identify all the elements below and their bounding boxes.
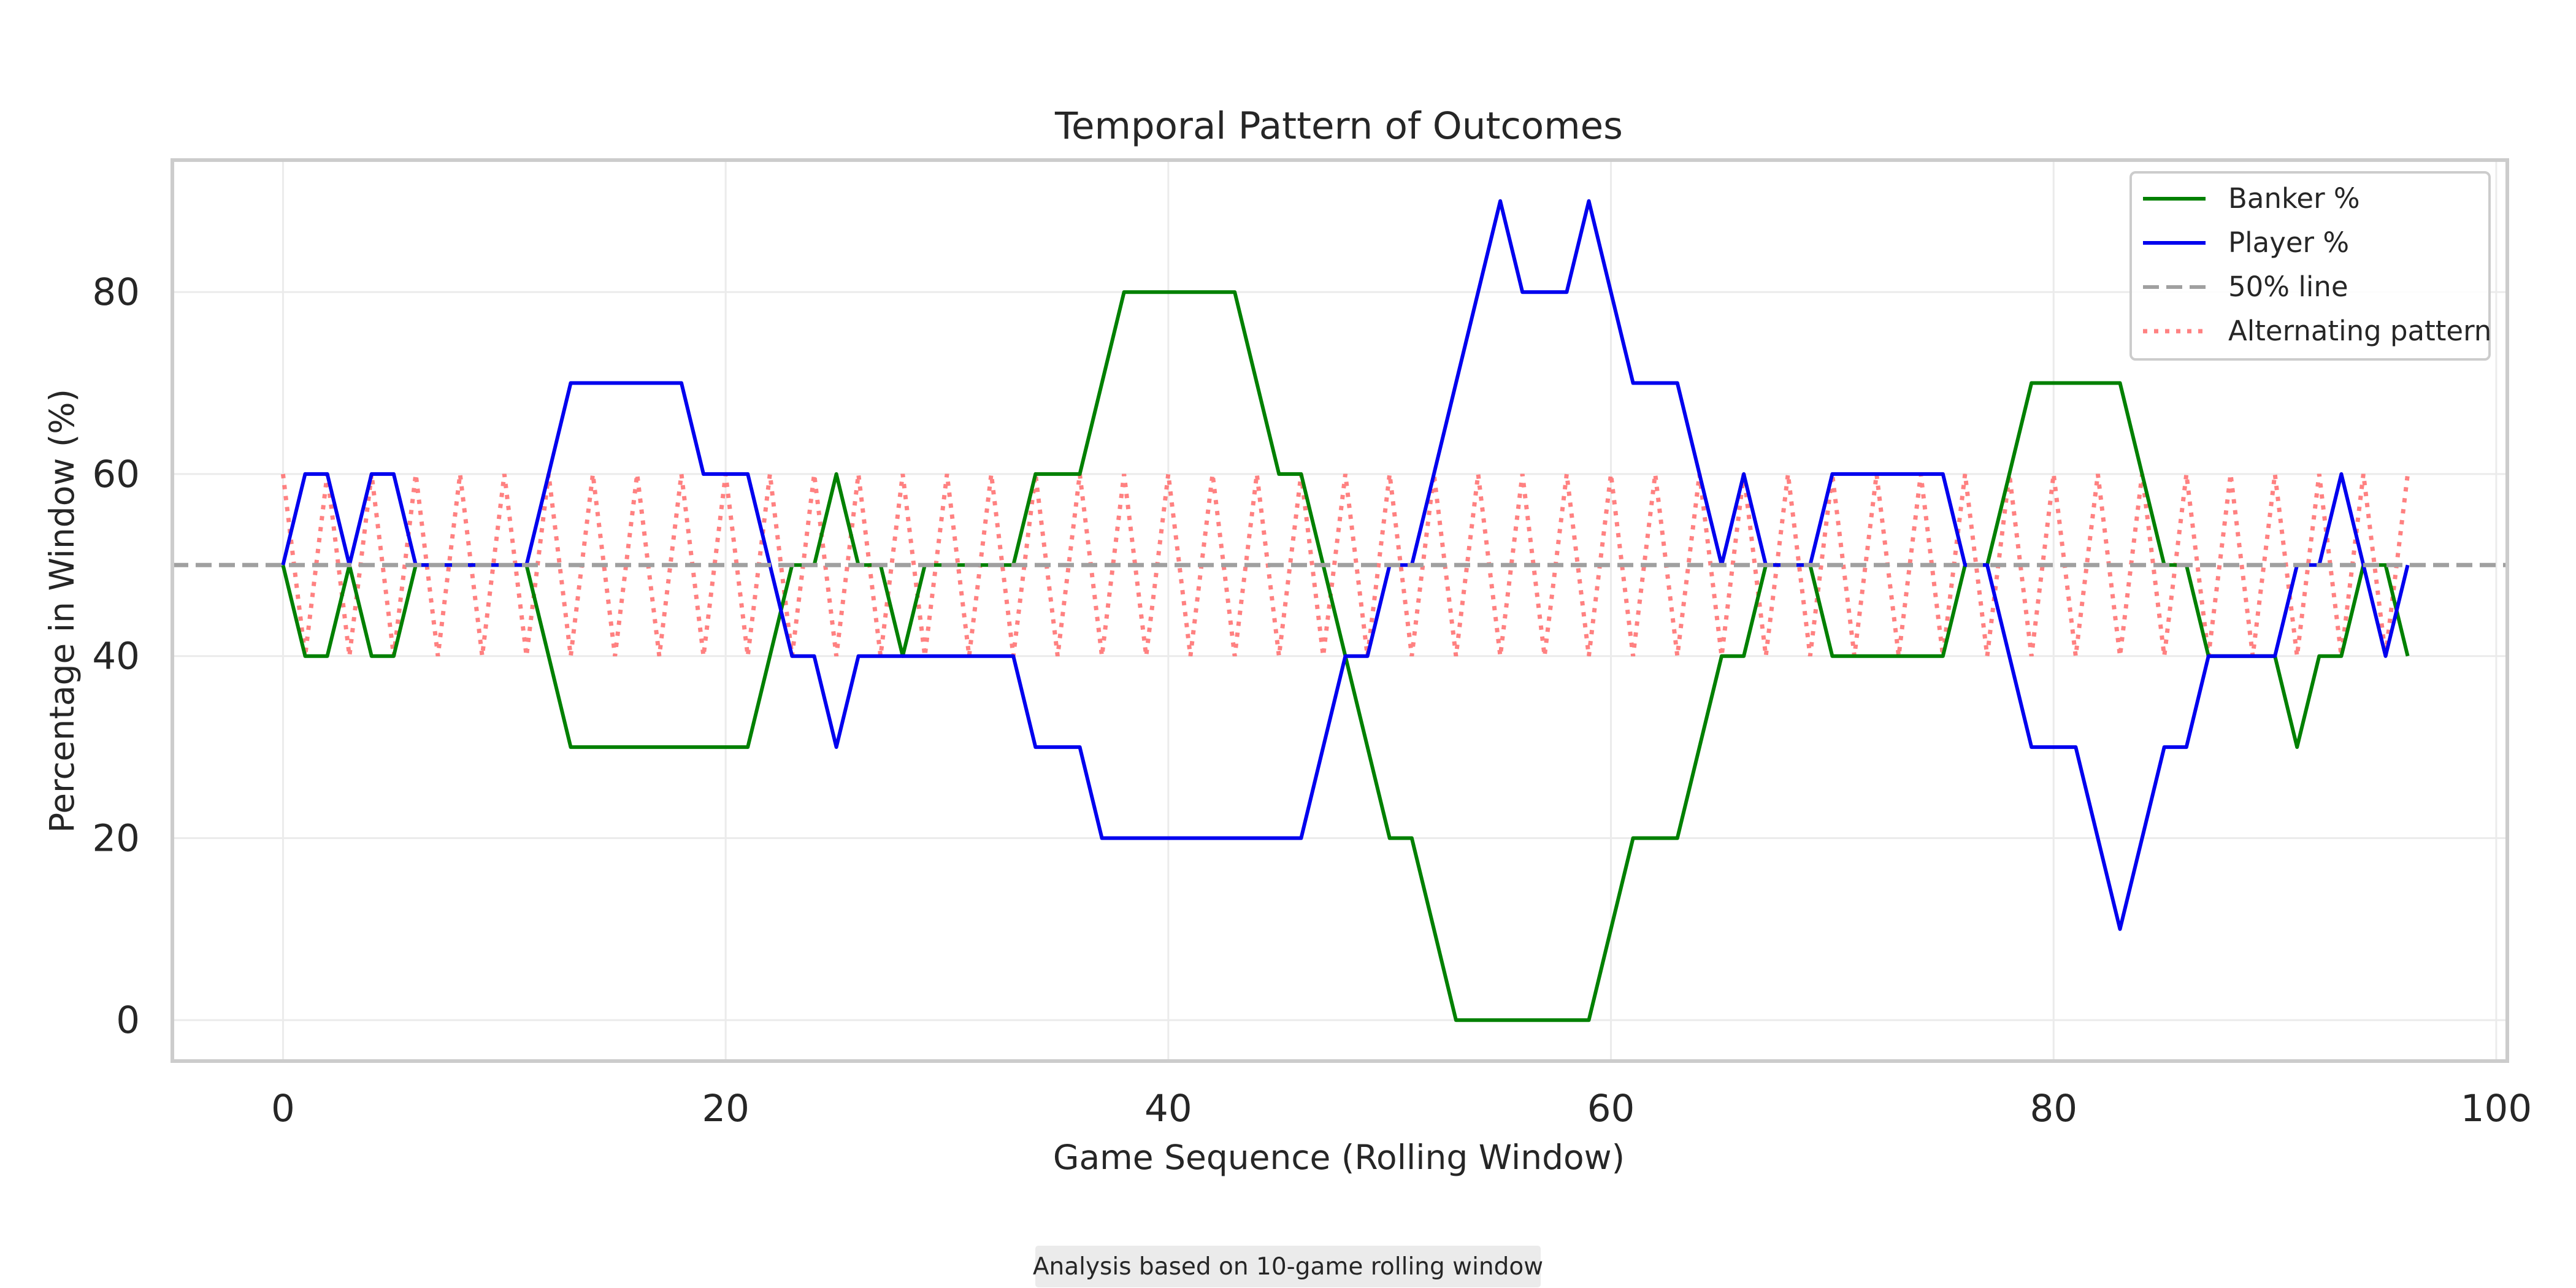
- grid: [172, 160, 2507, 1061]
- x-tick-label: 20: [702, 1087, 749, 1130]
- series-player: [281, 199, 2410, 931]
- chart-title: Temporal Pattern of Outcomes: [1054, 104, 1623, 148]
- y-axis-label: Percentage in Window (%): [42, 389, 82, 833]
- plot-frame: [171, 158, 2509, 1063]
- y-tick-label: 20: [92, 816, 140, 860]
- y-tick-label: 80: [92, 270, 140, 314]
- x-tick-label: 40: [1144, 1087, 1192, 1130]
- y-tick-label: 40: [92, 635, 140, 678]
- legend-label: Banker %: [2228, 182, 2360, 215]
- footnote: Analysis based on 10-game rolling window: [1033, 1246, 1543, 1287]
- plot-series: [172, 199, 2507, 1022]
- x-tick-label: 80: [2030, 1087, 2077, 1130]
- x-tick-label: 100: [2461, 1087, 2532, 1130]
- footnote-box: [1035, 1246, 1541, 1287]
- x-tick-label: 0: [271, 1087, 295, 1130]
- legend-label: Alternating pattern: [2228, 315, 2491, 347]
- axis-ticks: 0 20 40 60 80 100 0 20 40 60 80: [92, 270, 2532, 1130]
- legend-box: [2129, 171, 2491, 361]
- legend-label: 50% line: [2228, 270, 2348, 303]
- y-tick-label: 0: [116, 999, 140, 1042]
- x-tick-label: 60: [1587, 1087, 1635, 1130]
- x-axis-label: Game Sequence (Rolling Window): [1053, 1138, 1625, 1177]
- legend: Banker % Player % 50% line Alternating patt…: [2129, 171, 2491, 361]
- series-alternating-pattern: [280, 473, 2410, 657]
- y-tick-label: 60: [92, 453, 140, 496]
- legend-label: Player %: [2228, 226, 2349, 259]
- footnote-text: Analysis based on 10-game rolling window: [1033, 1253, 1543, 1281]
